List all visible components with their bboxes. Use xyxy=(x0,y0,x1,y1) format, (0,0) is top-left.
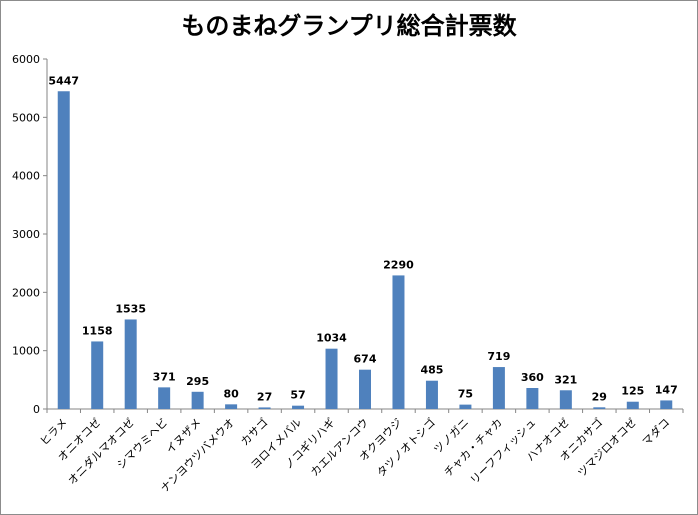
bar xyxy=(91,341,104,409)
bar xyxy=(191,391,204,409)
data-label: 1535 xyxy=(115,302,146,315)
bar xyxy=(325,348,338,409)
category-label: マダコ xyxy=(639,415,672,448)
data-label: 75 xyxy=(458,388,473,401)
bar xyxy=(392,275,405,409)
bar xyxy=(459,404,472,409)
data-label: 27 xyxy=(257,390,272,403)
data-label: 125 xyxy=(621,385,644,398)
data-label: 485 xyxy=(420,364,443,377)
category-label: ツマジロオコゼ xyxy=(575,416,639,480)
bar xyxy=(593,407,606,409)
data-label: 147 xyxy=(655,383,678,396)
data-label: 5447 xyxy=(48,74,79,87)
bar xyxy=(626,401,639,409)
data-label: 80 xyxy=(223,387,239,400)
category-label: タツノオトシゴ xyxy=(374,415,438,479)
bar xyxy=(258,407,271,409)
data-label: 29 xyxy=(592,390,607,403)
y-tick-label: 6000 xyxy=(12,53,40,66)
data-label: 674 xyxy=(354,353,377,366)
data-label: 371 xyxy=(153,370,176,383)
data-label: 57 xyxy=(290,389,305,402)
data-label: 321 xyxy=(554,373,577,386)
y-tick-label: 0 xyxy=(33,403,40,416)
bar xyxy=(292,405,305,409)
category-label: ヒラメ xyxy=(38,416,70,448)
y-tick-label: 5000 xyxy=(12,111,40,124)
bar xyxy=(492,367,505,409)
y-tick-label: 4000 xyxy=(12,170,40,183)
bar xyxy=(660,400,673,409)
bars xyxy=(57,91,673,409)
category-label: カサゴ xyxy=(237,415,270,448)
category-label: カエルアンコウ xyxy=(308,416,371,479)
bar xyxy=(158,387,171,409)
bar xyxy=(225,404,238,409)
bar xyxy=(425,380,438,409)
category-label: チャカ・チャカ xyxy=(442,416,505,479)
y-tick-label: 1000 xyxy=(12,345,40,358)
bar xyxy=(57,91,70,409)
data-label: 719 xyxy=(487,350,510,363)
data-label: 1158 xyxy=(82,324,113,337)
data-label: 360 xyxy=(521,371,544,384)
y-tick-labels: 0 1000 2000 3000 4000 5000 6000 xyxy=(12,53,40,416)
data-label: 295 xyxy=(186,375,209,388)
y-tick-label: 2000 xyxy=(12,286,40,299)
y-tick-label: 3000 xyxy=(12,228,40,241)
data-label: 1034 xyxy=(316,332,347,345)
bar xyxy=(124,319,137,409)
bar xyxy=(559,390,572,409)
bar xyxy=(359,369,371,409)
chart-title: ものまねグランプリ総合計票数 xyxy=(181,12,517,40)
bar xyxy=(526,388,539,409)
data-label: 2290 xyxy=(383,258,414,271)
